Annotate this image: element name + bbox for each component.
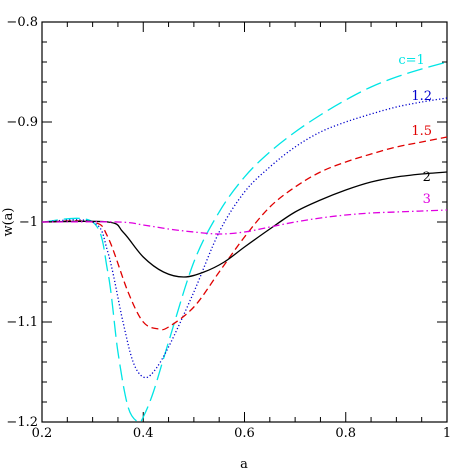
series-line-3 bbox=[41, 171, 448, 278]
x-tick-label: 1 bbox=[443, 426, 451, 441]
x-tick-label: 0.8 bbox=[335, 426, 356, 441]
series-line-2 bbox=[41, 136, 448, 331]
series-line-4 bbox=[41, 209, 448, 235]
curve-label-1: 1.2 bbox=[411, 89, 432, 104]
axis-ticks: 0.2 0.4 0.6 0.8 1 −0.8 −0.9 −1 −1.1 −1.2 bbox=[6, 15, 451, 441]
curve-label-2: 1.5 bbox=[411, 124, 432, 139]
series-line-1 bbox=[41, 97, 448, 379]
y-axis-title: w(a) bbox=[1, 207, 16, 236]
curve-label-layer: c=1 1.2 1.5 2 3 bbox=[398, 53, 432, 207]
x-tick-label: 0.2 bbox=[32, 426, 53, 441]
x-axis-title: a bbox=[240, 457, 248, 471]
series-layer bbox=[41, 61, 448, 424]
curve-label-0: c=1 bbox=[398, 53, 424, 68]
series-line-0 bbox=[41, 61, 448, 424]
y-tick-label: −1 bbox=[19, 215, 38, 230]
curve-label-3: 2 bbox=[423, 170, 431, 185]
y-tick-label: −1.2 bbox=[6, 415, 38, 430]
curve-label-4: 3 bbox=[423, 192, 431, 207]
x-tick-label: 0.4 bbox=[133, 426, 154, 441]
x-tick-label: 0.6 bbox=[234, 426, 255, 441]
y-tick-label: −0.8 bbox=[6, 15, 38, 30]
y-tick-label: −1.1 bbox=[6, 315, 38, 330]
y-tick-label: −0.9 bbox=[6, 115, 38, 130]
